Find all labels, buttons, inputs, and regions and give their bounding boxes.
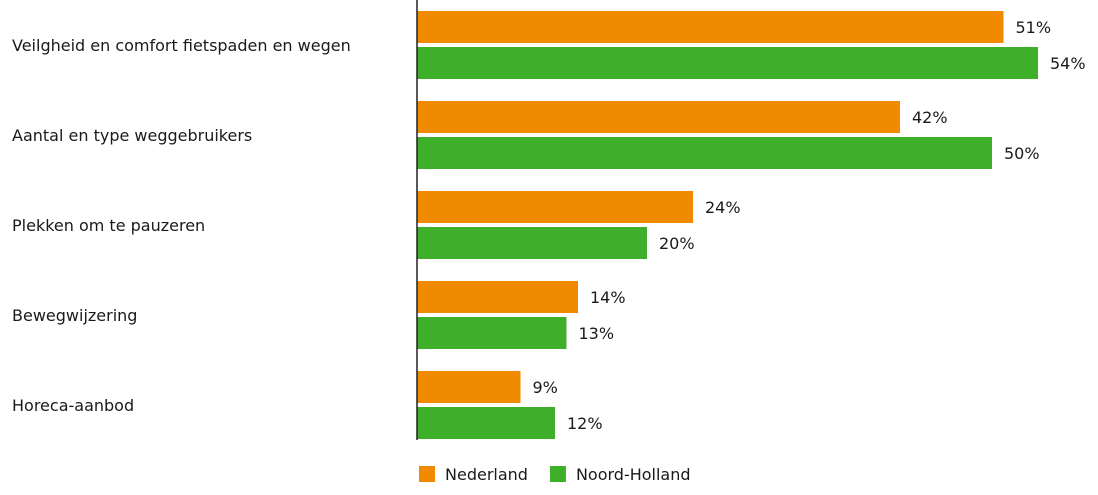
- legend-label: Nederland: [445, 465, 528, 484]
- bar-nederland: [417, 101, 900, 133]
- bar-nederland: [417, 281, 578, 313]
- legend: Nederland Noord-Holland: [419, 465, 691, 484]
- value-labels: 51% 54% 42% 50% 24% 20% 14% 13% 9% 12%: [533, 18, 1086, 433]
- value-label: 54%: [1050, 54, 1086, 73]
- legend-swatch: [419, 466, 435, 482]
- category-labels: Veilgheid en comfort fietspaden en wegen…: [12, 36, 351, 415]
- value-label: 13%: [579, 324, 615, 343]
- bar-noord-holland: [417, 137, 992, 169]
- bars: [417, 11, 1038, 439]
- bar-nederland: [417, 371, 521, 403]
- bar-noord-holland: [417, 407, 555, 439]
- category-label: Bewegwijzering: [12, 306, 137, 325]
- value-label: 14%: [590, 288, 626, 307]
- bar-nederland: [417, 191, 693, 223]
- bar-noord-holland: [417, 317, 567, 349]
- category-label: Plekken om te pauzeren: [12, 216, 205, 235]
- value-label: 12%: [567, 414, 603, 433]
- legend-label: Noord-Holland: [576, 465, 691, 484]
- legend-swatch: [549, 466, 566, 482]
- value-label: 51%: [1016, 18, 1052, 37]
- category-label: Aantal en type weggebruikers: [12, 126, 252, 145]
- value-label: 42%: [912, 108, 948, 127]
- value-label: 24%: [705, 198, 741, 217]
- bar-noord-holland: [417, 47, 1038, 79]
- value-label: 9%: [533, 378, 558, 397]
- bar-noord-holland: [417, 227, 647, 259]
- category-label: Horeca-aanbod: [12, 396, 134, 415]
- category-label: Veilgheid en comfort fietspaden en wegen: [12, 36, 351, 55]
- bar-nederland: [417, 11, 1004, 43]
- value-label: 20%: [659, 234, 695, 253]
- value-label: 50%: [1004, 144, 1040, 163]
